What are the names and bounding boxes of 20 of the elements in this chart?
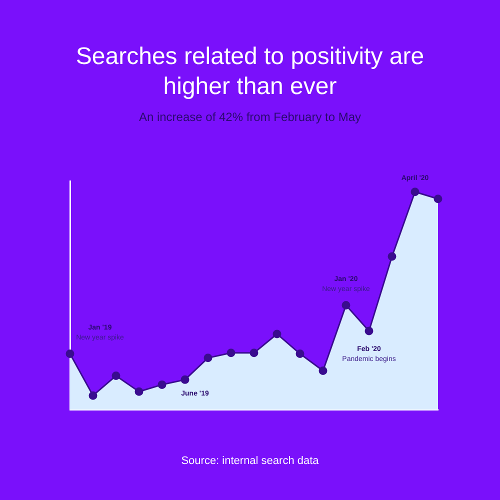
point (158, 380, 166, 389)
point (250, 348, 258, 358)
chart-subtitle: An increase of 42% from February to May (138, 110, 362, 124)
point (112, 372, 120, 380)
point (364, 326, 374, 336)
source-note: Source: internal search data (180, 455, 320, 467)
point (318, 366, 328, 376)
point (434, 194, 442, 204)
point (388, 252, 396, 261)
point (296, 350, 304, 358)
point (226, 348, 236, 358)
point (204, 354, 212, 362)
point (66, 350, 74, 358)
point (342, 301, 350, 310)
point (88, 391, 98, 400)
point (272, 330, 282, 338)
chart-title: Searches related to positivity are higher than ever (74, 42, 426, 102)
point (134, 387, 144, 396)
point (410, 188, 420, 196)
point (180, 375, 190, 384)
